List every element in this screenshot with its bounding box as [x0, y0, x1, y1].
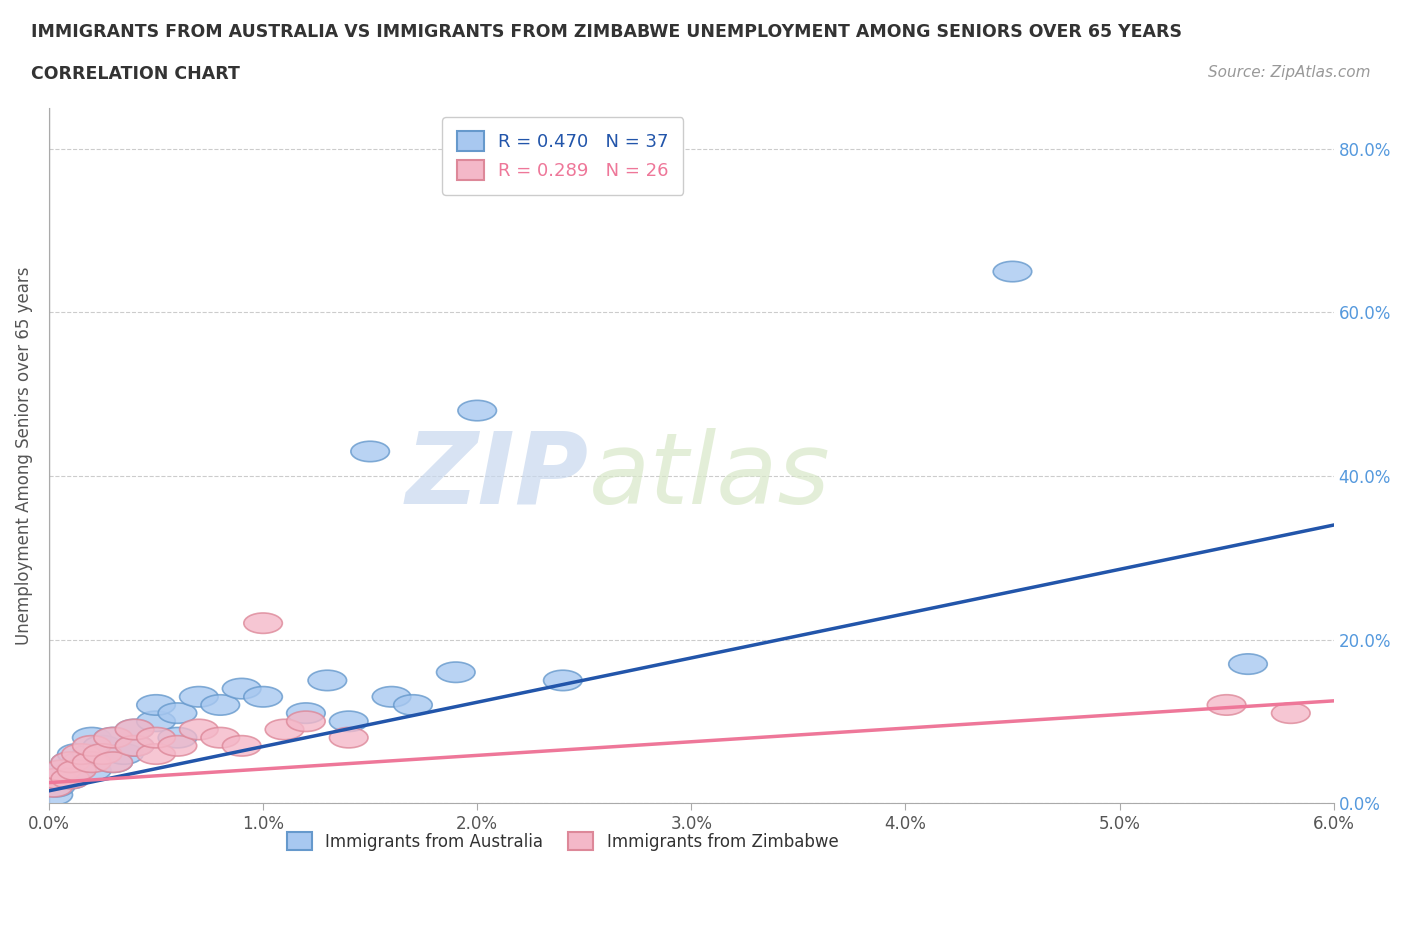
Ellipse shape: [38, 768, 77, 789]
Legend: Immigrants from Australia, Immigrants from Zimbabwe: Immigrants from Australia, Immigrants fr…: [280, 825, 845, 857]
Ellipse shape: [352, 441, 389, 461]
Ellipse shape: [222, 736, 262, 756]
Ellipse shape: [73, 752, 111, 773]
Text: CORRELATION CHART: CORRELATION CHART: [31, 65, 240, 83]
Ellipse shape: [94, 752, 132, 773]
Ellipse shape: [136, 744, 176, 764]
Ellipse shape: [157, 703, 197, 724]
Ellipse shape: [157, 727, 197, 748]
Ellipse shape: [45, 760, 83, 780]
Ellipse shape: [1271, 703, 1310, 724]
Ellipse shape: [993, 261, 1032, 282]
Ellipse shape: [287, 711, 325, 732]
Ellipse shape: [42, 760, 82, 780]
Ellipse shape: [94, 727, 132, 748]
Ellipse shape: [51, 768, 90, 789]
Ellipse shape: [104, 744, 143, 764]
Ellipse shape: [41, 768, 79, 789]
Ellipse shape: [136, 727, 176, 748]
Ellipse shape: [51, 768, 90, 789]
Ellipse shape: [115, 719, 153, 739]
Ellipse shape: [94, 752, 132, 773]
Ellipse shape: [1229, 654, 1267, 674]
Ellipse shape: [180, 719, 218, 739]
Ellipse shape: [34, 777, 73, 797]
Ellipse shape: [201, 727, 239, 748]
Text: ZIP: ZIP: [405, 428, 589, 525]
Ellipse shape: [157, 736, 197, 756]
Ellipse shape: [34, 785, 73, 805]
Ellipse shape: [37, 777, 75, 797]
Ellipse shape: [115, 736, 153, 756]
Ellipse shape: [243, 686, 283, 707]
Ellipse shape: [62, 752, 100, 773]
Ellipse shape: [266, 719, 304, 739]
Ellipse shape: [73, 736, 111, 756]
Ellipse shape: [458, 400, 496, 420]
Ellipse shape: [136, 711, 176, 732]
Ellipse shape: [73, 727, 111, 748]
Ellipse shape: [1208, 695, 1246, 715]
Ellipse shape: [373, 686, 411, 707]
Ellipse shape: [58, 760, 96, 780]
Ellipse shape: [180, 686, 218, 707]
Ellipse shape: [436, 662, 475, 683]
Ellipse shape: [51, 752, 90, 773]
Ellipse shape: [51, 752, 90, 773]
Ellipse shape: [287, 703, 325, 724]
Ellipse shape: [136, 695, 176, 715]
Ellipse shape: [58, 744, 96, 764]
Text: Source: ZipAtlas.com: Source: ZipAtlas.com: [1208, 65, 1371, 80]
Ellipse shape: [73, 760, 111, 780]
Text: atlas: atlas: [589, 428, 830, 525]
Text: IMMIGRANTS FROM AUSTRALIA VS IMMIGRANTS FROM ZIMBABWE UNEMPLOYMENT AMONG SENIORS: IMMIGRANTS FROM AUSTRALIA VS IMMIGRANTS …: [31, 23, 1182, 41]
Ellipse shape: [115, 719, 153, 739]
Ellipse shape: [544, 671, 582, 691]
Ellipse shape: [308, 671, 347, 691]
Ellipse shape: [329, 727, 368, 748]
Ellipse shape: [94, 727, 132, 748]
Y-axis label: Unemployment Among Seniors over 65 years: Unemployment Among Seniors over 65 years: [15, 266, 32, 644]
Ellipse shape: [83, 744, 122, 764]
Ellipse shape: [55, 760, 94, 780]
Ellipse shape: [73, 744, 111, 764]
Ellipse shape: [62, 744, 100, 764]
Ellipse shape: [83, 736, 122, 756]
Ellipse shape: [329, 711, 368, 732]
Ellipse shape: [201, 695, 239, 715]
Ellipse shape: [243, 613, 283, 633]
Ellipse shape: [394, 695, 432, 715]
Ellipse shape: [115, 736, 153, 756]
Ellipse shape: [222, 678, 262, 698]
